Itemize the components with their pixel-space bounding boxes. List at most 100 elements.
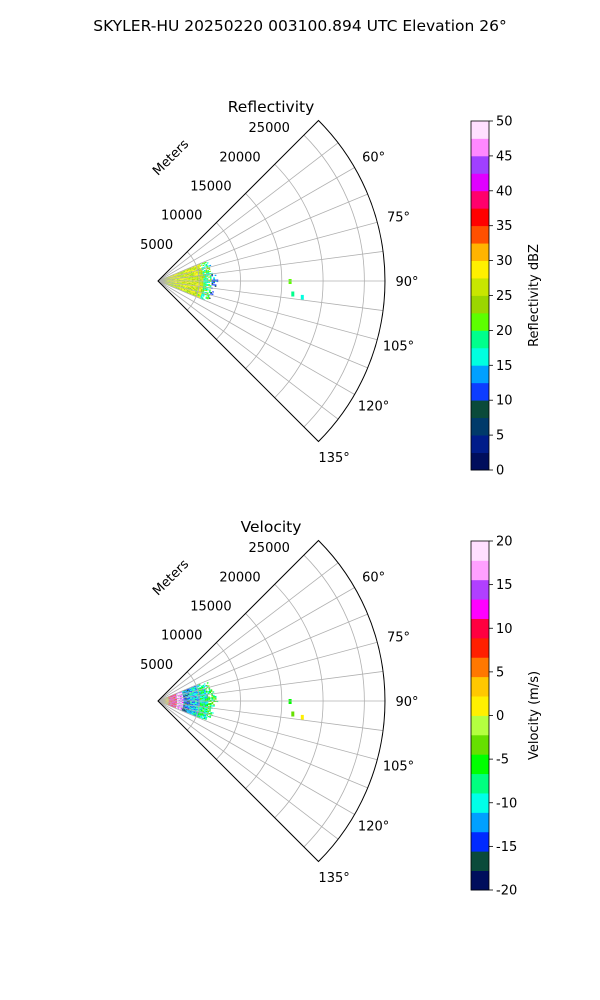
echo-gate [185, 271, 188, 273]
echo-gate [208, 268, 211, 270]
echo-gate [188, 689, 190, 691]
echo-gate [183, 691, 186, 693]
echo-gate [186, 286, 188, 288]
echo-gate [183, 271, 186, 273]
echo-gate [193, 281, 196, 283]
echo-gate [193, 277, 195, 278]
echo-gate [181, 286, 183, 288]
echo-gate [210, 279, 212, 281]
echo-gate [202, 291, 204, 293]
echo-gate [170, 703, 172, 704]
echo-gate [213, 284, 215, 286]
echo-gate [177, 701, 179, 702]
range-tick-label: 15000 [190, 179, 231, 194]
echo-gate [199, 687, 202, 690]
echo-gate [206, 702, 209, 704]
echo-gate [172, 279, 174, 281]
echo-gate [175, 707, 178, 709]
echo-gate [178, 288, 181, 290]
echo-gate [193, 268, 195, 270]
echo-gate [204, 692, 207, 694]
echo-gate [190, 278, 192, 279]
echo-gate [186, 706, 188, 708]
echo-gate [204, 690, 206, 692]
azimuth-spoke [157, 251, 384, 282]
echo-gate [175, 279, 177, 280]
echo-gate [191, 283, 194, 284]
echo-gate [192, 708, 195, 710]
echo-gate [194, 276, 197, 278]
echo-gate [171, 697, 174, 698]
echo-gate [166, 277, 169, 279]
echo-gate [203, 696, 205, 698]
echo-gate [195, 708, 198, 711]
echo-gate [179, 694, 181, 695]
echo-gate [205, 296, 208, 298]
echo-gate [199, 271, 201, 273]
echo-gate [188, 285, 190, 287]
echo-gate [194, 286, 197, 288]
echo-gate [190, 708, 193, 710]
echo-gate [212, 291, 214, 293]
echo-gate [174, 277, 177, 278]
echo-gate [202, 684, 205, 687]
echo-gate [177, 273, 179, 275]
echo-gate [194, 708, 196, 710]
echo-gate [168, 282, 171, 284]
echo-gate [199, 294, 202, 296]
echo-gate [171, 705, 173, 707]
echo-gate [206, 699, 209, 701]
echo-gate [199, 692, 202, 694]
echo-gate [207, 691, 210, 693]
echo-gate [183, 701, 186, 702]
echo-gate [209, 276, 212, 278]
echo-gate [199, 685, 201, 687]
echo-gate [190, 290, 192, 292]
echo-gate [179, 287, 181, 289]
echo-gate [189, 288, 191, 290]
echo-gate [171, 285, 173, 287]
echo-gate [213, 279, 215, 281]
echo-gate [166, 704, 169, 705]
azimuth-spoke [157, 280, 378, 341]
echo-gate [191, 291, 194, 293]
echo-gate [179, 695, 182, 697]
echo-gate [213, 696, 215, 698]
echo-gate [173, 284, 175, 285]
echo-gate [201, 273, 203, 275]
echo-gate [183, 695, 185, 697]
echo-gate [165, 282, 167, 283]
echo-gate [183, 279, 186, 280]
echo-gate [170, 277, 172, 279]
echo-gate [206, 705, 209, 708]
echo-gate [209, 704, 212, 706]
echo-gate [198, 296, 201, 298]
echo-gate [171, 283, 174, 284]
echo-gate [173, 277, 176, 279]
echo-gate [208, 297, 211, 299]
echo-gate [185, 270, 187, 272]
echo-gate [180, 701, 182, 702]
echo-gate [188, 269, 190, 271]
echo-gate [196, 276, 199, 278]
echo-gate [183, 690, 186, 692]
echo-gate [176, 278, 179, 280]
echo-gate [197, 715, 200, 717]
echo-gate [194, 707, 197, 709]
echo-gate [180, 692, 183, 693]
echo-gate [177, 701, 179, 703]
colorbar-tick-label: 20 [496, 535, 513, 550]
echo-gate [176, 702, 179, 703]
echo-gate [183, 696, 185, 698]
echo-gate [199, 292, 202, 294]
echo-gate [183, 289, 186, 291]
echo-gate [197, 266, 200, 268]
echo-gate [176, 694, 178, 696]
echo-gate [204, 285, 207, 287]
echo-gate [201, 701, 204, 703]
echo-gate [181, 275, 184, 277]
echo-gate [189, 273, 192, 275]
echo-gate [203, 262, 206, 264]
echo-gate [189, 695, 192, 697]
echo-gate [188, 702, 191, 703]
